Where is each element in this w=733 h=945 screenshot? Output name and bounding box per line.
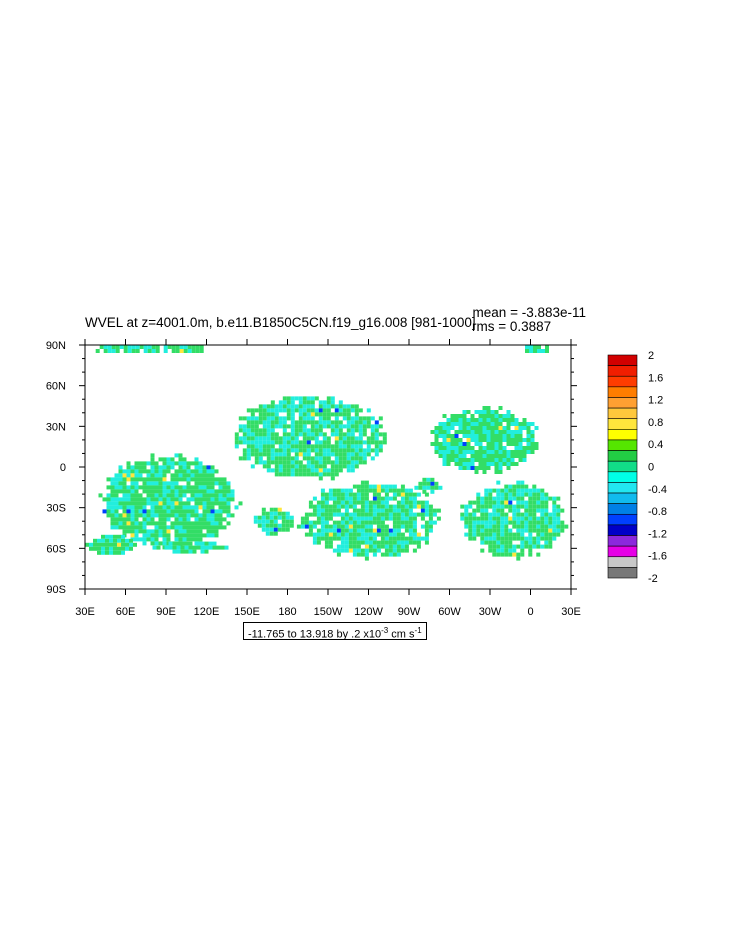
colorbar-label: 1.2: [648, 395, 663, 407]
colorbar-swatch: [607, 397, 638, 409]
colorbar-swatch: [607, 418, 638, 430]
mean-label: mean = -3.883e-11: [472, 305, 586, 320]
x-tick-label: 120W: [354, 606, 383, 618]
y-tick-label: 30S: [46, 503, 66, 515]
colorbar-swatch: [607, 450, 638, 462]
colorbar-label: -0.8: [648, 506, 667, 518]
y-tick-label: 60S: [46, 543, 66, 555]
x-tick-label: 180: [278, 606, 296, 618]
region-north-pacific: [234, 396, 387, 481]
range-label-units: cm s: [388, 628, 415, 641]
region-east-pacific-patch: [414, 477, 443, 494]
x-tick-label: 120E: [194, 606, 220, 618]
region-southern-ocean-west: [85, 534, 137, 555]
colorbar-label: -1.2: [648, 528, 667, 540]
colorbar-swatch: [607, 386, 638, 398]
colorbar-swatch: [607, 545, 638, 558]
x-tick-label: 0: [527, 606, 533, 618]
colorbar-label: -2: [648, 573, 658, 585]
contour-range-label: -11.765 to 13.918 by .2 x10-3 cm s-1: [243, 622, 427, 641]
region-tasman: [253, 507, 294, 536]
map-field: [85, 345, 569, 561]
colorbar-swatch: [607, 492, 638, 504]
colorbar-label: 2: [648, 350, 654, 362]
colorbar-swatch: [607, 556, 638, 568]
region-southern-ocean-mid: [152, 541, 229, 554]
region-south-pacific: [296, 480, 441, 561]
colorbar-swatch: [607, 535, 638, 547]
colorbar-label: 1.6: [648, 372, 663, 384]
region-north-pole-strip: [95, 345, 204, 353]
colorbar-swatch: [607, 375, 638, 388]
colorbar: 2 1.6 1.2 0.8 0.4 0 -0.4 -0.8 -1.2 -1.6 -2: [607, 350, 667, 585]
y-tick-label: 30N: [46, 421, 66, 433]
colorbar-swatch: [607, 524, 638, 536]
x-tick-label: 30E: [561, 606, 581, 618]
region-indian-ocean: [98, 453, 243, 550]
range-label-text: -11.765 to 13.918 by .2 x10: [248, 628, 382, 641]
colorbar-label: 0.8: [648, 417, 663, 429]
colorbar-swatch: [607, 439, 638, 451]
colorbar-swatch: [607, 482, 638, 494]
colorbar-swatch: [607, 567, 638, 579]
x-tick-label: 90E: [156, 606, 176, 618]
x-tick-label: 30E: [75, 606, 95, 618]
range-label-units-exponent: -1: [414, 626, 422, 635]
y-tick-label: 90S: [46, 584, 66, 596]
colorbar-swatch: [607, 354, 638, 366]
colorbar-swatch: [607, 407, 638, 420]
region-north-atlantic: [430, 406, 539, 474]
colorbar-swatch: [607, 503, 638, 515]
range-label-exponent: -3: [381, 626, 389, 635]
x-tick-label: 60W: [438, 606, 461, 618]
colorbar-swatch: [607, 460, 638, 473]
x-tick-label: 30W: [479, 606, 502, 618]
colorbar-label: 0: [648, 462, 654, 474]
chart-title: WVEL at z=4001.0m, b.e11.B1850C5CN.f19_g…: [85, 315, 476, 330]
x-tick-label: 150W: [314, 606, 343, 618]
x-tick-label: 150E: [234, 606, 260, 618]
rms-label: rms = 0.3887: [472, 319, 552, 334]
axes: 30E 60E 90E 120E 150E 180 150W 120W 90W 60W 30W 0 30…: [46, 339, 581, 618]
colorbar-label: 0.4: [648, 439, 663, 451]
y-tick-label: 0: [60, 462, 66, 474]
region-north-pole-strip-east: [525, 345, 549, 353]
colorbar-swatch: [607, 471, 638, 483]
colorbar-label: -1.6: [648, 551, 667, 563]
colorbar-swatch: [607, 429, 638, 441]
colorbar-swatch: [607, 365, 638, 377]
y-tick-label: 90N: [46, 340, 66, 352]
region-south-atlantic: [460, 480, 569, 561]
x-tick-label: 60E: [116, 606, 136, 618]
y-tick-label: 60N: [46, 381, 66, 393]
colorbar-label: -0.4: [648, 484, 667, 496]
colorbar-swatch: [607, 513, 638, 526]
x-tick-label: 90W: [398, 606, 421, 618]
